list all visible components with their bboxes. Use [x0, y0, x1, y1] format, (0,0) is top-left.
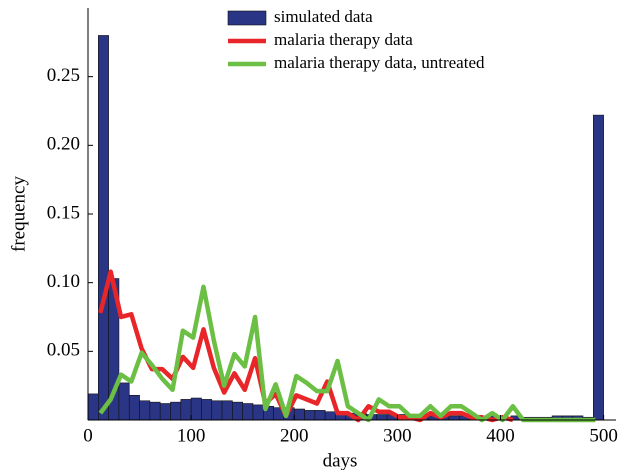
bar	[376, 414, 388, 421]
bar	[87, 393, 99, 421]
bar	[221, 400, 233, 421]
bar	[190, 397, 202, 421]
bar	[170, 401, 182, 421]
y-tick-label: 0.05	[47, 340, 80, 361]
line	[98, 269, 514, 423]
bar	[304, 410, 316, 421]
legend-swatch	[227, 10, 267, 26]
bar	[252, 404, 264, 421]
bar	[242, 403, 254, 421]
bar	[139, 400, 151, 421]
x-tick-label: 100	[177, 425, 206, 446]
bar	[180, 399, 192, 421]
bar	[118, 382, 130, 421]
bar	[593, 114, 604, 421]
y-tick-label: 0.10	[47, 271, 80, 292]
x-axis-label: days	[323, 450, 358, 470]
bar	[128, 394, 140, 421]
bar	[314, 410, 326, 421]
bar	[324, 411, 336, 421]
x-tick-label: 500	[589, 425, 618, 446]
bar	[211, 400, 223, 421]
x-tick-label: 200	[280, 425, 309, 446]
bar	[232, 401, 243, 421]
x-tick-label: 0	[83, 425, 93, 446]
legend-label: malaria therapy data	[274, 30, 413, 49]
bar	[201, 399, 213, 421]
bar	[293, 408, 305, 421]
bar	[448, 415, 460, 421]
y-axis-label: frequency	[8, 176, 29, 252]
legend-label: simulated data	[274, 7, 373, 26]
x-tick-label: 300	[383, 425, 412, 446]
legend-label: malaria therapy data, untreated	[274, 53, 485, 72]
bar	[149, 401, 161, 421]
line	[98, 284, 596, 423]
y-tick-label: 0.15	[47, 202, 80, 223]
bar	[159, 403, 171, 421]
x-tick-label: 400	[486, 425, 515, 446]
y-tick-label: 0.20	[47, 134, 80, 155]
y-tick-label: 0.25	[47, 65, 80, 86]
bar	[98, 35, 109, 421]
